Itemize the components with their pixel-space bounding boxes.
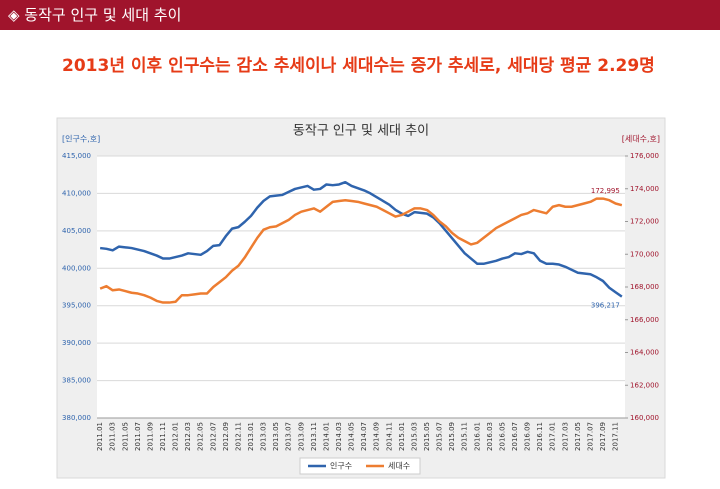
legend-label: 세대수 [388, 462, 410, 471]
x-tick-label: 2016.03 [486, 422, 494, 451]
x-tick-label: 2016.11 [536, 422, 544, 451]
x-tick-label: 2016.07 [511, 422, 519, 451]
y-tick-label: 385,000 [62, 377, 91, 385]
y2-tick-label: 176,000 [630, 152, 659, 160]
y-tick-label: 395,000 [62, 302, 91, 310]
x-tick-label: 2014.03 [335, 422, 343, 451]
header-title: ◈ 동작구 인구 및 세대 추이 [0, 0, 720, 30]
y2-tick-label: 172,000 [630, 218, 659, 226]
x-tick-label: 2014.11 [385, 422, 393, 451]
x-tick-label: 2016.05 [498, 422, 506, 451]
y-tick-label: 410,000 [62, 189, 91, 197]
x-tick-label: 2017.01 [549, 422, 557, 451]
x-tick-label: 2011.03 [109, 422, 117, 451]
x-tick-label: 2011.09 [146, 422, 154, 451]
x-tick-label: 2013.11 [310, 422, 318, 451]
headline: 2013년 이후 인구수는 감소 추세이나 세대수는 증가 추세로, 세대당 평… [62, 56, 655, 76]
x-tick-label: 2015.03 [410, 422, 418, 451]
data-label: 396,217 [591, 302, 620, 310]
y2-tick-label: 166,000 [630, 316, 659, 324]
y2-tick-label: 164,000 [630, 349, 659, 357]
x-tick-label: 2012.01 [172, 422, 180, 451]
x-tick-label: 2014.01 [322, 422, 330, 451]
y-tick-label: 400,000 [62, 264, 91, 272]
y-tick-label: 405,000 [62, 227, 91, 235]
x-tick-label: 2011.01 [96, 422, 104, 451]
y-tick-label: 390,000 [62, 339, 91, 347]
x-tick-label: 2011.11 [159, 422, 167, 451]
legend-label: 인구수 [330, 461, 352, 471]
x-tick-label: 2013.01 [247, 422, 255, 451]
data-label: 172,995 [591, 187, 620, 195]
x-tick-label: 2013.09 [297, 422, 305, 451]
x-tick-label: 2017.03 [561, 422, 569, 451]
x-tick-label: 2016.01 [473, 422, 481, 451]
series-line [99, 180, 623, 298]
x-tick-label: 2016.09 [524, 422, 532, 451]
x-tick-label: 2015.07 [436, 422, 444, 451]
x-tick-label: 2015.09 [448, 422, 456, 451]
x-tick-label: 2012.07 [209, 422, 217, 451]
x-tick-label: 2013.05 [272, 422, 280, 451]
x-tick-label: 2014.09 [373, 422, 381, 451]
x-tick-label: 2017.07 [586, 422, 594, 451]
legend-box [299, 457, 421, 475]
plot-area [97, 156, 625, 418]
y-axis-label: [인구수,호] [62, 134, 100, 144]
y2-axis-label: [세대수,호] [622, 135, 660, 144]
x-tick-label: 2011.05 [121, 422, 129, 451]
x-tick-label: 2013.03 [260, 422, 268, 451]
x-tick-label: 2017.09 [599, 422, 607, 451]
x-tick-label: 2013.07 [285, 422, 293, 451]
y2-tick-label: 168,000 [630, 283, 659, 291]
x-tick-label: 2015.01 [398, 422, 406, 451]
x-tick-label: 2012.05 [197, 422, 205, 451]
x-tick-label: 2011.07 [134, 422, 142, 451]
y2-tick-label: 170,000 [630, 250, 659, 258]
x-tick-label: 2015.05 [423, 422, 431, 451]
x-tick-label: 2014.05 [348, 422, 356, 451]
x-tick-label: 2012.11 [234, 422, 242, 451]
x-tick-label: 2015.11 [461, 422, 469, 451]
x-tick-label: 2012.03 [184, 422, 192, 451]
series-line [99, 197, 623, 304]
y2-tick-label: 174,000 [630, 185, 659, 193]
y-tick-label: 380,000 [62, 414, 91, 422]
y-tick-label: 415,000 [62, 152, 91, 160]
y2-tick-label: 160,000 [630, 414, 659, 422]
x-tick-label: 2017.11 [612, 422, 620, 451]
x-tick-label: 2012.09 [222, 422, 230, 451]
x-tick-label: 2017.05 [574, 422, 582, 451]
y2-tick-label: 162,000 [630, 381, 659, 389]
x-tick-label: 2014.07 [360, 422, 368, 451]
chart-title: 동작구 인구 및 세대 추이 [293, 124, 429, 139]
